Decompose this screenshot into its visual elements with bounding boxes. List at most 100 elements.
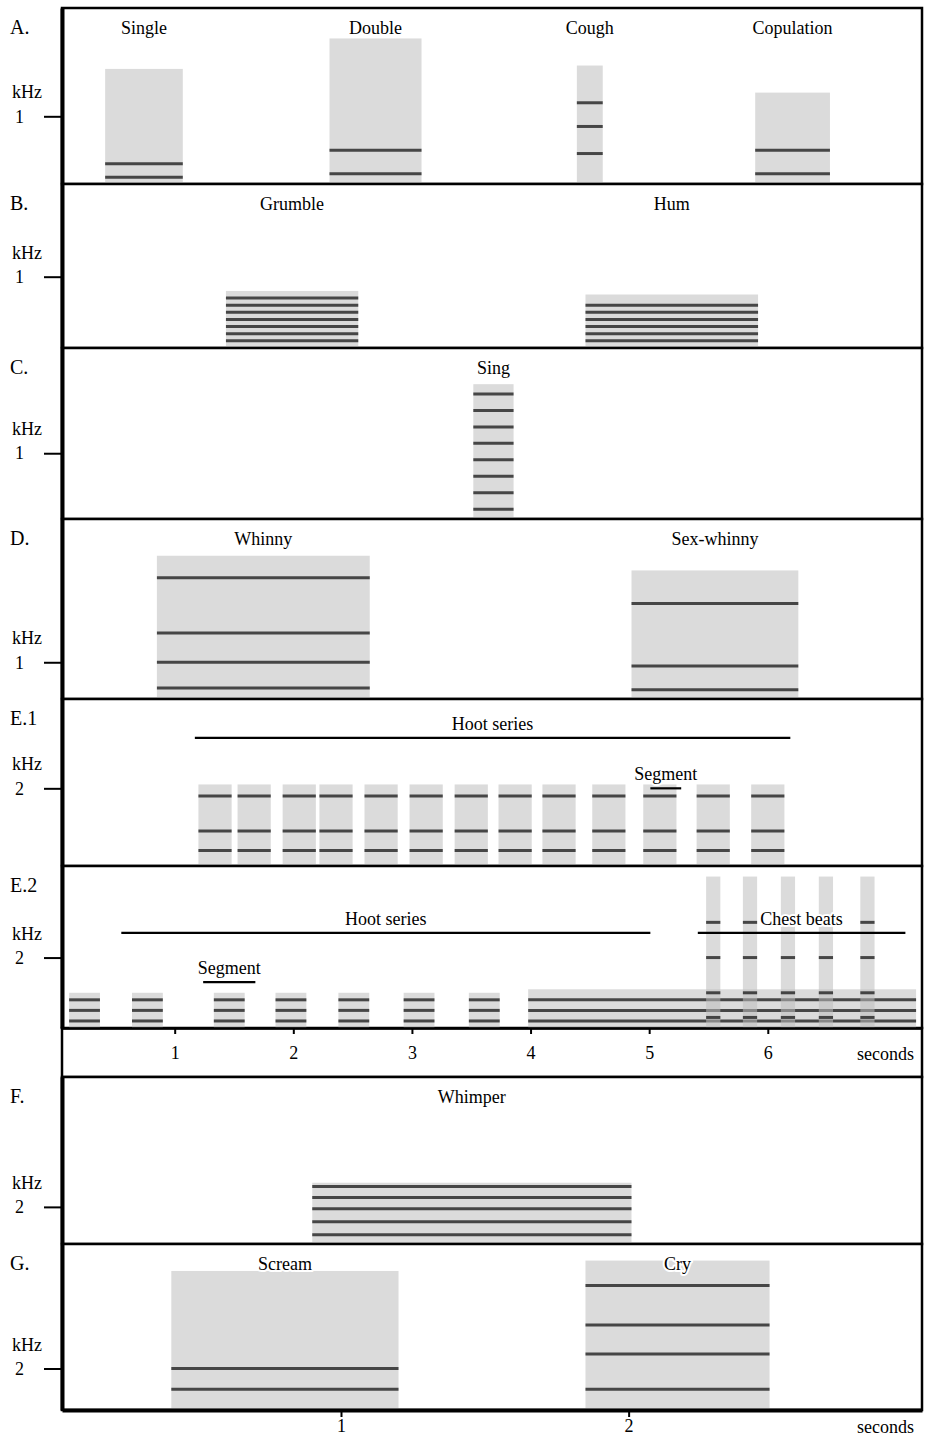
y-tick: 1: [15, 107, 62, 127]
harmonic: [338, 1019, 369, 1022]
call-body: [226, 291, 358, 348]
harmonic: [860, 956, 874, 959]
x-axis-line: [63, 1409, 923, 1413]
harmonic: [473, 425, 513, 428]
panel-frame: [62, 1244, 922, 1410]
annotation-label: Hoot series: [345, 909, 426, 929]
harmonic: [157, 661, 370, 664]
x-tick: 5: [645, 1028, 654, 1063]
panel: SingleDoubleCoughCopulation1kHzA.: [10, 8, 922, 185]
harmonic: [329, 149, 421, 152]
harmonic: [542, 849, 575, 852]
harmonic: [473, 393, 513, 396]
harmonic: [781, 991, 795, 994]
axis-strip: [62, 1028, 922, 1077]
annotation-label: Hoot series: [452, 714, 533, 734]
harmonic: [455, 830, 488, 833]
harmonic: [585, 1284, 769, 1287]
x-tick-label: 2: [625, 1416, 634, 1436]
x-tick-mark: [767, 1028, 769, 1034]
harmonic: [697, 849, 730, 852]
call-label: Grumble: [260, 194, 324, 214]
call-body: [69, 993, 100, 1028]
panel-frame: [62, 184, 922, 348]
harmonic: [214, 1009, 245, 1012]
harmonic: [410, 830, 443, 833]
harmonic: [643, 795, 676, 798]
harmonic: [283, 795, 316, 798]
call-body: [697, 784, 730, 866]
harmonic: [312, 1196, 631, 1199]
marks: [69, 877, 916, 1028]
harmonic: [860, 1016, 874, 1019]
harmonic: [697, 830, 730, 833]
harmonic: [755, 149, 830, 152]
marks: [226, 291, 758, 348]
y-tick-mark: [44, 957, 62, 959]
harmonic: [706, 956, 720, 959]
y-tick-label: 2: [15, 779, 24, 799]
x-tick-label: 2: [289, 1043, 298, 1063]
x-tick-mark: [174, 1028, 176, 1034]
call-body: [751, 784, 784, 866]
harmonic: [706, 1016, 720, 1019]
call-label: Sing: [477, 358, 510, 378]
harmonic: [238, 795, 271, 798]
harmonic: [751, 795, 784, 798]
x-tick: 2: [289, 1028, 298, 1063]
harmonic: [592, 849, 625, 852]
x-tick: 1: [171, 1028, 180, 1063]
harmonic: [226, 311, 358, 314]
call-body: [577, 66, 603, 184]
harmonic: [585, 304, 758, 307]
harmonic: [329, 172, 421, 175]
y-tick: 1: [15, 443, 62, 463]
harmonic: [577, 125, 603, 128]
y-tick-label: 1: [15, 653, 24, 673]
call-body: [585, 1261, 769, 1410]
harmonic: [499, 849, 532, 852]
y-tick-mark: [44, 788, 62, 790]
harmonic: [132, 998, 163, 1001]
x-tick: 4: [527, 1028, 536, 1063]
harmonic: [157, 576, 370, 579]
panel: ScreamCry2kHzG.12seconds: [10, 1244, 923, 1437]
harmonic: [631, 602, 798, 605]
y-tick: 2: [15, 1359, 62, 1379]
harmonic: [585, 311, 758, 314]
call-label: Scream: [258, 1254, 312, 1274]
panel-letter: G.: [10, 1252, 29, 1274]
y-tick: 2: [15, 948, 62, 968]
y-axis-line: [61, 520, 65, 700]
harmonic: [319, 849, 352, 852]
harmonic: [338, 1009, 369, 1012]
call-body: [755, 93, 830, 184]
harmonic: [364, 795, 397, 798]
call-body: [198, 784, 231, 866]
harmonic: [455, 849, 488, 852]
harmonic: [226, 332, 358, 335]
harmonic: [226, 339, 358, 342]
y-axis-line: [61, 349, 65, 520]
harmonic: [404, 1019, 435, 1022]
call-body: [364, 784, 397, 866]
call-label: Sex-whinny: [671, 529, 758, 549]
call-label: Single: [121, 18, 167, 38]
y-tick-label: 1: [15, 267, 24, 287]
harmonic: [319, 795, 352, 798]
harmonic: [214, 1019, 245, 1022]
harmonic: [404, 998, 435, 1001]
y-tick: 2: [15, 1197, 62, 1217]
x-tick: 2: [625, 1410, 634, 1436]
harmonic: [697, 795, 730, 798]
harmonic: [469, 1009, 500, 1012]
panel-letter: D.: [10, 527, 29, 549]
panel-letter: E.1: [10, 707, 37, 729]
call-body: [319, 784, 352, 866]
harmonic: [585, 325, 758, 328]
call-body: [528, 989, 916, 1028]
marks: [105, 38, 830, 184]
call-body: [238, 784, 271, 866]
panel-frame: [62, 348, 922, 519]
call-body: [542, 784, 575, 866]
